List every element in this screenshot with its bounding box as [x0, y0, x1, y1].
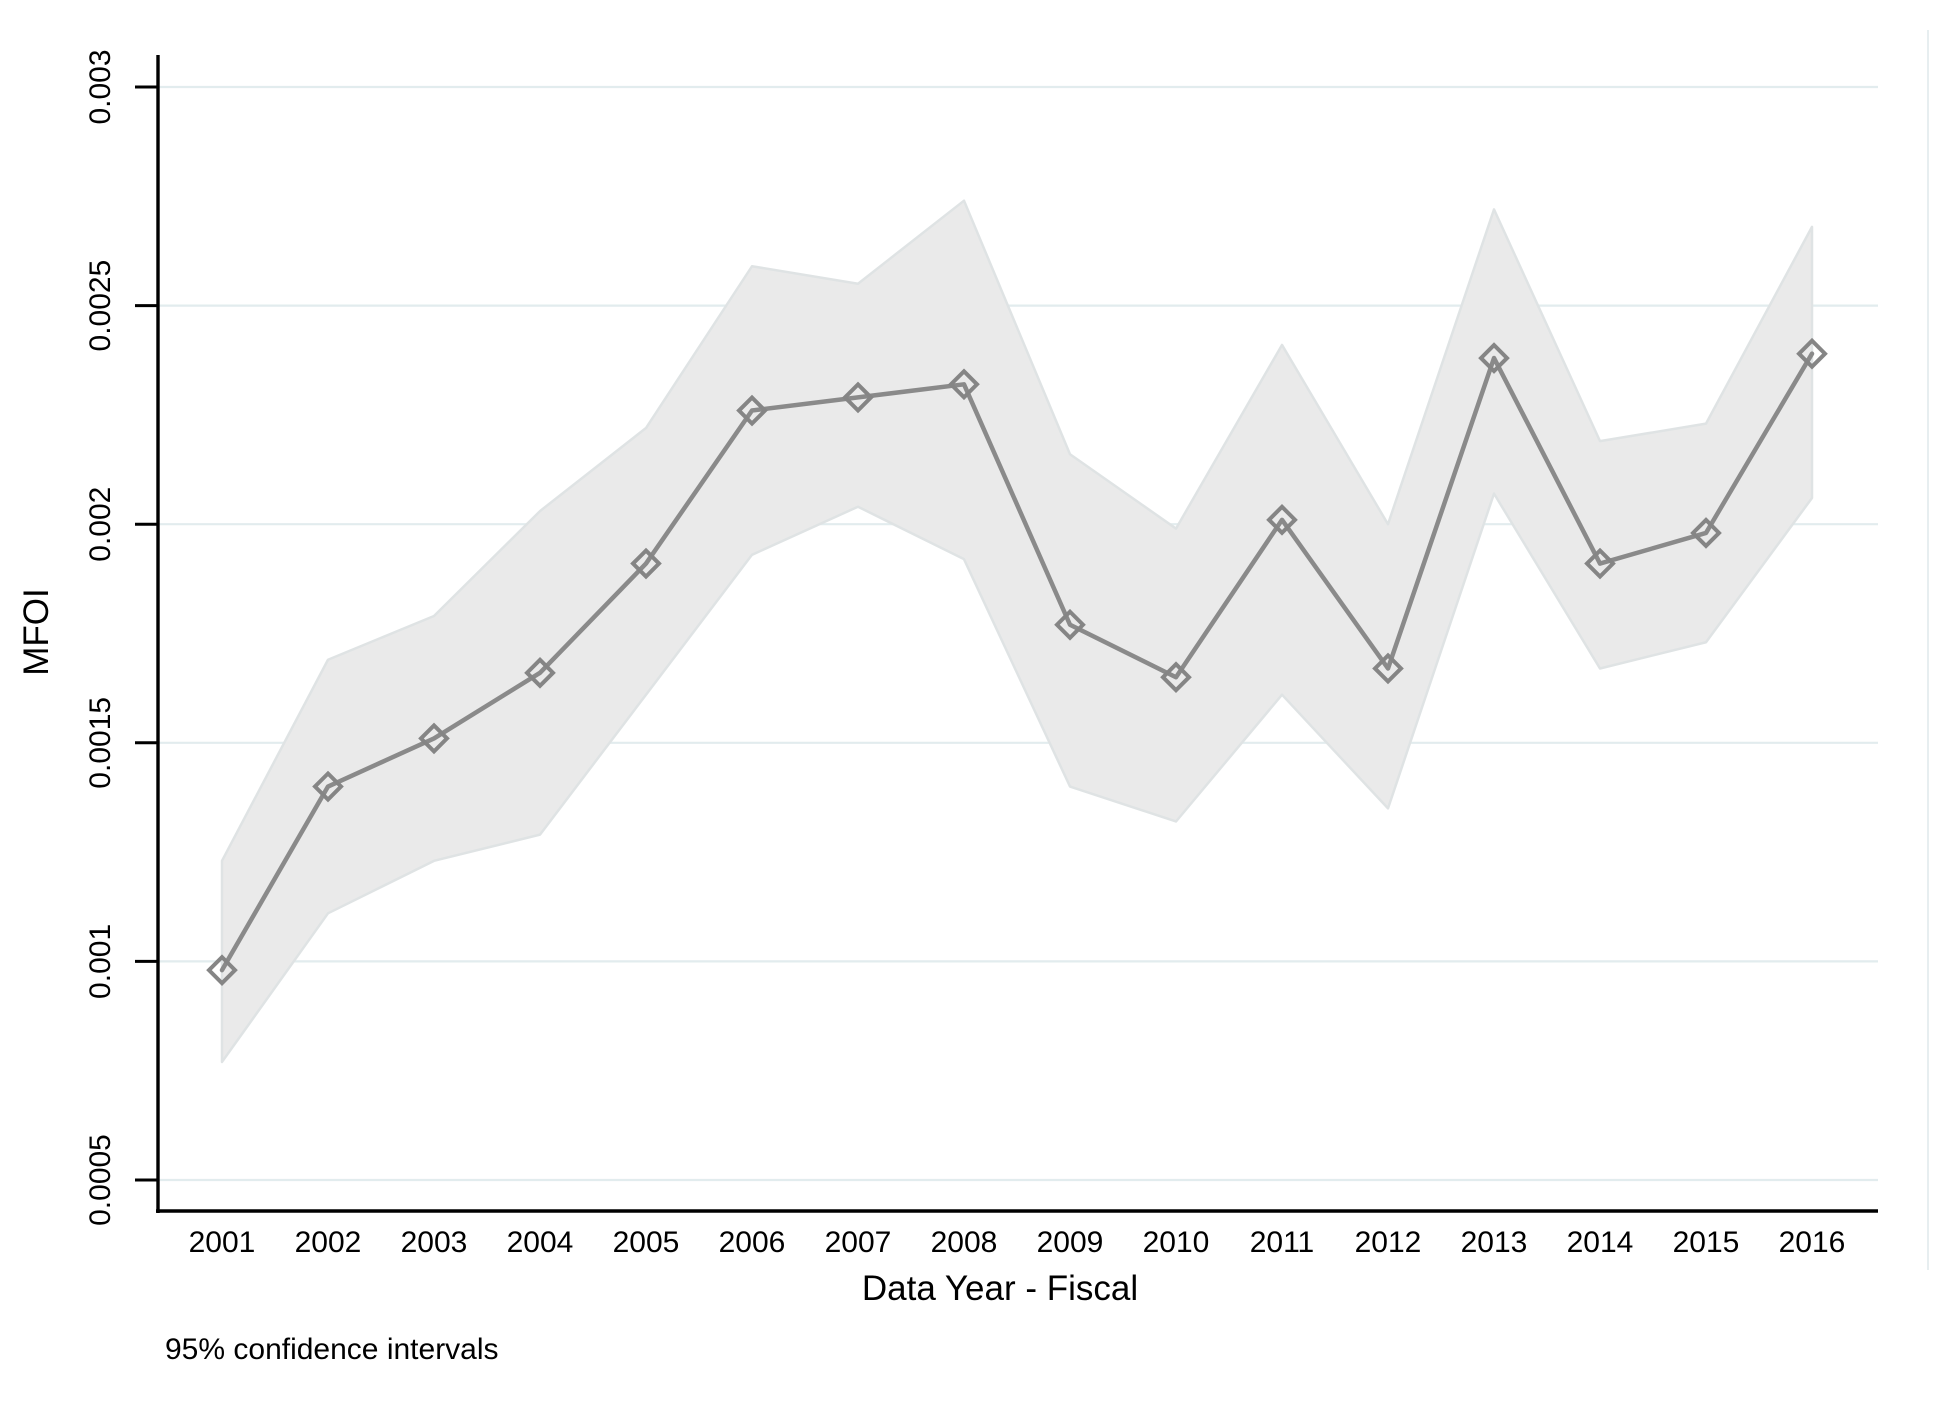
x-tick-label: 2001 [189, 1226, 256, 1259]
x-tick-label: 2007 [825, 1226, 892, 1259]
y-tick-label: 0.0015 [84, 697, 117, 789]
ci-band-group [220, 199, 1814, 1064]
data-point-marker [524, 657, 556, 689]
data-point-marker [630, 547, 662, 580]
y-tick-label: 0.0005 [84, 1134, 117, 1226]
y-tick-label: 0.002 [84, 487, 117, 562]
data-point-marker [948, 368, 980, 401]
y-tick-labels: 0.0005 0.001 0.0015 0.002 0.0025 0.003 [84, 49, 117, 1225]
data-point-marker [1054, 608, 1086, 641]
data-point-marker [1160, 661, 1192, 694]
y-axis-title: MFOI [17, 588, 56, 675]
x-tick-label: 2002 [295, 1226, 362, 1259]
x-tick-label: 2006 [719, 1226, 786, 1259]
data-point-marker [1266, 503, 1298, 536]
mfoi-line [219, 351, 1815, 973]
x-tick-label: 2013 [1461, 1226, 1528, 1259]
y-tick-label: 0.003 [84, 49, 117, 124]
x-axis-title: Data Year - Fiscal [862, 1269, 1138, 1308]
ci-band [220, 199, 1814, 1064]
ci-note: 95% confidence intervals [165, 1333, 499, 1366]
data-point-marker [1584, 547, 1616, 580]
x-tick-label: 2009 [1037, 1226, 1104, 1259]
series-group [206, 337, 1828, 986]
data-point-marker [842, 381, 874, 414]
data-point-marker [1690, 517, 1722, 549]
y-axis-ticks [135, 85, 157, 1182]
data-point-marker [312, 770, 344, 803]
data-point-marker [1796, 337, 1828, 370]
data-point-marker [736, 394, 768, 427]
data-point-marker [1372, 652, 1404, 685]
x-tick-label: 2004 [507, 1226, 574, 1259]
y-tick-label: 0.0025 [84, 260, 117, 352]
y-tick-label: 0.001 [84, 924, 117, 999]
x-tick-label: 2008 [931, 1226, 998, 1259]
data-point-marker [418, 722, 450, 755]
x-tick-labels: 2001 2002 2003 2004 2005 2006 2007 2008 2009 2010… [189, 1226, 1846, 1259]
x-tick-label: 2010 [1143, 1226, 1210, 1259]
x-tick-label: 2014 [1567, 1226, 1634, 1259]
x-tick-label: 2005 [613, 1226, 680, 1259]
data-point-marker [206, 954, 238, 986]
x-tick-label: 2003 [401, 1226, 468, 1259]
x-tick-label: 2011 [1250, 1226, 1315, 1259]
data-point-marker [1478, 342, 1510, 374]
x-tick-label: 2012 [1355, 1226, 1422, 1259]
x-tick-label: 2015 [1673, 1226, 1740, 1259]
x-tick-label: 2016 [1779, 1226, 1846, 1259]
